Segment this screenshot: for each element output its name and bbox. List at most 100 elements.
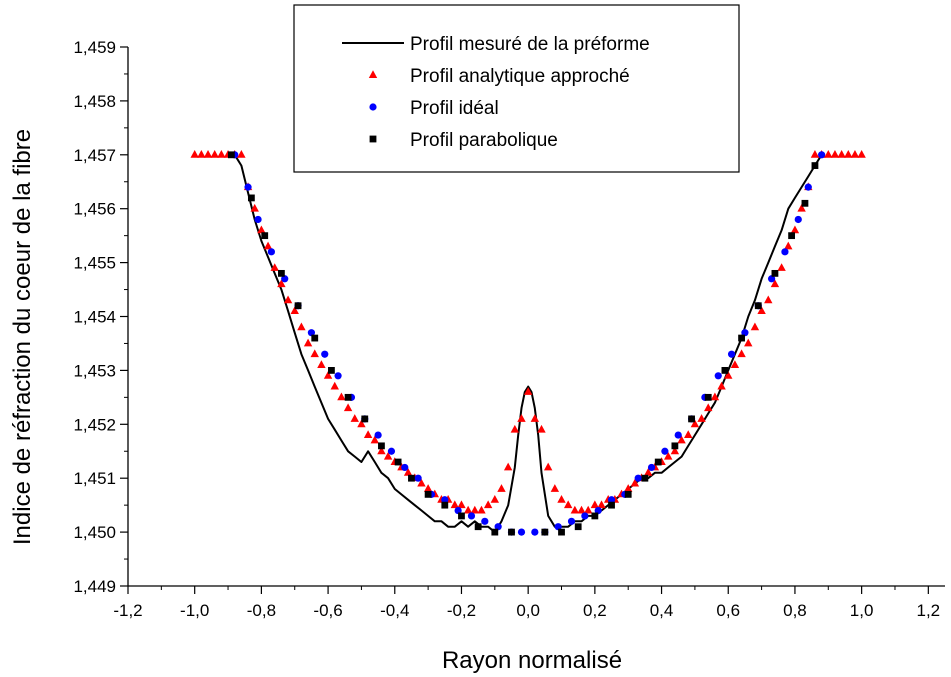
data-point-triangle <box>830 150 840 158</box>
x-tick-label: -0,2 <box>447 601 476 620</box>
data-point-circle <box>321 350 329 358</box>
data-point-triangle <box>770 279 780 288</box>
data-point-circle <box>401 463 409 472</box>
data-point-triangle <box>510 424 520 433</box>
data-point-triangle <box>570 505 580 514</box>
data-point-triangle <box>624 484 633 492</box>
data-point-triangle <box>690 419 700 428</box>
data-point-circle <box>267 248 275 256</box>
data-point-circle <box>594 506 602 515</box>
y-tick-label: 1,450 <box>73 523 116 542</box>
data-point-triangle <box>790 225 800 234</box>
data-point-triangle <box>450 500 459 509</box>
data-point-circle <box>661 447 669 455</box>
data-point-triangle <box>764 295 773 304</box>
y-tick-label: 1,453 <box>73 361 116 380</box>
data-point-triangle <box>297 322 306 331</box>
legend-label: Profil idéal <box>410 98 499 119</box>
data-point-triangle <box>550 484 560 492</box>
data-point-square <box>328 367 335 374</box>
x-tick-label: -1,0 <box>180 601 209 620</box>
y-tick-label: 1,455 <box>73 254 116 273</box>
series-layer <box>190 150 866 536</box>
data-point-triangle <box>563 500 573 509</box>
data-point-circle <box>494 523 502 531</box>
data-point-square <box>441 501 449 509</box>
data-point-circle <box>818 151 826 159</box>
data-point-square <box>688 415 695 423</box>
data-point-circle <box>714 372 722 380</box>
data-point-triangle <box>210 150 219 158</box>
data-point-triangle <box>530 414 540 422</box>
data-point-triangle <box>343 403 353 412</box>
data-point-triangle <box>644 468 653 476</box>
data-point-triangle <box>684 430 693 439</box>
data-point-triangle <box>630 478 640 487</box>
data-point-triangle <box>710 392 720 401</box>
data-point-square <box>344 393 352 401</box>
data-point-square <box>558 528 565 536</box>
data-point-triangle <box>263 241 273 250</box>
data-point-triangle <box>270 263 279 271</box>
data-point-circle <box>804 183 812 191</box>
y-ticks: 1,449 1,450 1,451 1,452 1,453 1,454 1,455 1,456… <box>73 38 128 596</box>
series-line <box>233 154 823 534</box>
data-point-triangle <box>590 500 600 509</box>
data-point-triangle <box>497 484 506 492</box>
data-point-triangle <box>777 263 786 271</box>
y-tick-label: 1,459 <box>73 38 116 57</box>
data-point-square <box>277 269 285 277</box>
data-point-square <box>654 458 662 466</box>
x-tick-label: 0,2 <box>583 601 607 620</box>
data-point-triangle <box>317 360 326 368</box>
data-point-square <box>491 528 499 536</box>
legend-marker-square <box>369 135 377 143</box>
data-point-circle <box>244 183 252 191</box>
data-point-circle <box>517 528 526 536</box>
data-point-triangle <box>370 435 379 444</box>
data-point-square <box>227 151 235 159</box>
x-tick-label: -1,2 <box>113 601 142 620</box>
data-point-triangle <box>597 500 606 509</box>
data-point-triangle <box>844 150 853 158</box>
data-point-square <box>408 474 415 482</box>
data-point-triangle <box>537 424 546 433</box>
data-point-circle <box>374 431 382 439</box>
legend-label: Profil parabolique <box>410 130 558 151</box>
data-point-circle <box>781 248 789 256</box>
data-point-triangle <box>503 462 513 471</box>
data-point-square <box>574 523 582 531</box>
x-tick-label: -0,8 <box>247 601 276 620</box>
y-tick-label: 1,451 <box>73 469 116 488</box>
data-point-triangle <box>797 203 806 212</box>
data-point-square <box>754 302 762 310</box>
data-point-square <box>704 393 712 401</box>
data-point-triangle <box>203 150 213 158</box>
data-point-triangle <box>357 419 366 428</box>
data-point-square <box>788 232 796 240</box>
data-point-circle <box>794 215 802 224</box>
data-point-square <box>424 490 432 498</box>
data-point-circle <box>674 431 682 439</box>
data-point-square <box>294 302 302 310</box>
series-circle <box>231 151 826 536</box>
data-point-circle <box>741 329 749 337</box>
y-tick-label: 1,449 <box>73 577 116 596</box>
data-point-circle <box>554 523 562 531</box>
data-point-square <box>624 490 632 498</box>
y-tick-label: 1,457 <box>73 146 116 165</box>
data-point-triangle <box>350 414 359 422</box>
data-point-triangle <box>757 306 766 315</box>
data-point-triangle <box>463 505 473 514</box>
data-point-circle <box>387 447 396 455</box>
data-point-square <box>591 512 599 520</box>
data-point-triangle <box>704 403 713 412</box>
data-point-triangle <box>664 451 673 460</box>
data-point-triangle <box>310 349 319 358</box>
series-square <box>227 151 819 536</box>
data-point-triangle <box>423 484 433 492</box>
x-tick-label: 1,2 <box>917 601 941 620</box>
x-tick-label: -0,4 <box>380 601 409 620</box>
data-point-circle <box>254 215 262 224</box>
data-point-circle <box>481 517 489 525</box>
